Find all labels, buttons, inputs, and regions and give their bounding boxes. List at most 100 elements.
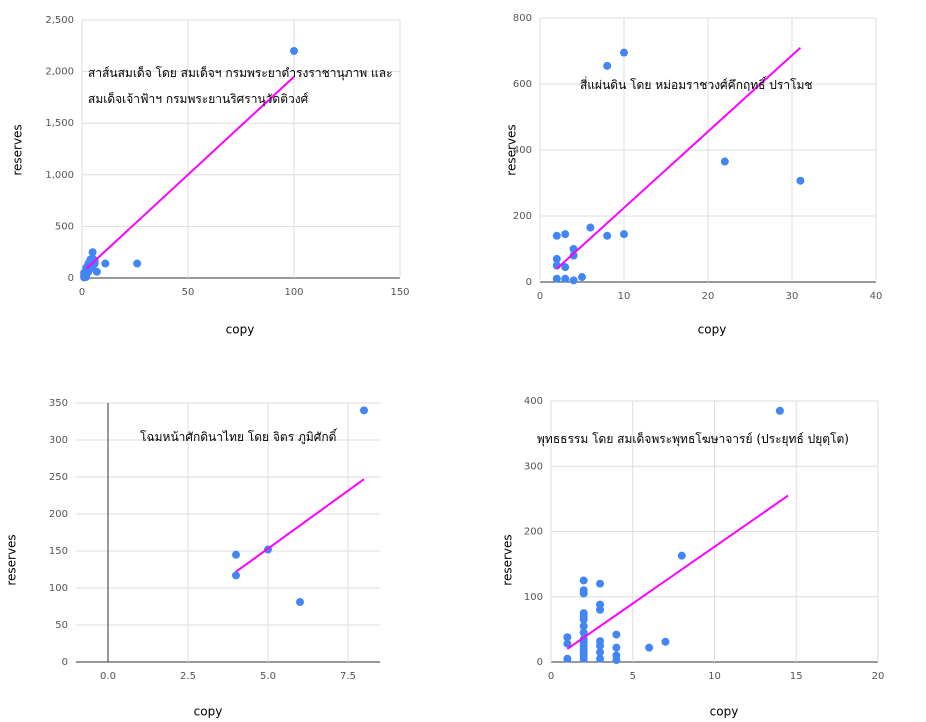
x-tick-label: 150 <box>390 287 409 298</box>
y-tick-label: 0 <box>526 277 532 288</box>
x-tick-label: 5.0 <box>260 671 276 682</box>
chart-title: สี่แผ่นดิน โดย หม่อมราชวงศ์คึกฤทธิ์ ปราโ… <box>580 78 813 92</box>
point <box>296 598 304 607</box>
point <box>603 61 612 70</box>
point <box>561 230 570 239</box>
y-tick-label: 100 <box>49 583 68 594</box>
y-tick-label: 1,000 <box>45 170 74 181</box>
point <box>579 576 588 585</box>
point <box>612 630 621 639</box>
point <box>586 223 595 232</box>
point <box>552 274 561 283</box>
y-tick-label: 250 <box>49 472 68 483</box>
x-axis-label: copy <box>226 323 255 337</box>
y-tick-label: 200 <box>513 211 532 222</box>
point <box>569 251 578 260</box>
x-tick-label: 100 <box>284 287 303 298</box>
x-tick-label: 10 <box>618 291 631 302</box>
y-axis-label: reserves <box>11 124 25 175</box>
trendline <box>235 478 365 573</box>
y-tick-label: 1,500 <box>45 118 74 129</box>
point <box>596 641 605 650</box>
y-axis-label: reserves <box>501 534 515 585</box>
y-tick-label: 200 <box>49 509 68 520</box>
point <box>290 46 298 55</box>
y-tick-label: 800 <box>513 13 532 24</box>
x-tick-label: 5 <box>630 671 636 682</box>
x-tick-label: 0 <box>79 287 85 298</box>
point <box>579 622 588 631</box>
point <box>552 254 561 263</box>
point <box>720 157 729 166</box>
x-tick-label: 10 <box>708 671 721 682</box>
point <box>596 605 605 614</box>
point <box>360 406 368 415</box>
point <box>579 654 588 663</box>
point <box>563 639 572 648</box>
y-tick-label: 0 <box>537 657 543 668</box>
point <box>578 273 586 282</box>
y-tick-label: 500 <box>55 221 74 232</box>
y-tick-label: 2,000 <box>45 67 74 78</box>
y-tick-label: 300 <box>524 461 543 472</box>
chart-title: โฉมหน้าศักดินาไทย โดย จิตร ภูมิศักดิ์ <box>140 430 337 444</box>
y-tick-label: 0 <box>62 657 68 668</box>
point <box>579 628 588 637</box>
chart-title: สาส์นสมเด็จ โดย สมเด็จฯ กรมพระยาดำรงราชา… <box>88 66 393 106</box>
point <box>796 176 805 185</box>
point <box>552 231 561 240</box>
y-tick-label: 100 <box>524 592 543 603</box>
point <box>677 551 686 560</box>
point <box>101 259 110 268</box>
x-tick-label: 15 <box>790 671 803 682</box>
chart-title: พุทธธรรม โดย สมเด็จพระพุทธโฆษาจารย์ (ประ… <box>537 432 849 446</box>
y-tick-label: 0 <box>68 273 74 284</box>
x-axis-label: copy <box>710 705 739 719</box>
point <box>563 654 572 663</box>
point <box>596 648 605 657</box>
x-tick-label: 2.5 <box>180 671 196 682</box>
point <box>620 48 628 57</box>
point <box>232 550 240 559</box>
x-tick-label: 0 <box>537 291 543 302</box>
y-tick-label: 350 <box>49 398 68 409</box>
point <box>133 259 142 268</box>
point <box>88 248 97 257</box>
point <box>563 633 572 642</box>
point <box>620 230 628 239</box>
y-tick-label: 300 <box>49 435 68 446</box>
point <box>596 654 605 663</box>
y-tick-label: 400 <box>513 145 532 156</box>
point <box>232 571 240 580</box>
y-tick-label: 50 <box>55 620 68 631</box>
point <box>645 643 654 652</box>
x-tick-label: 50 <box>182 287 195 298</box>
point <box>579 615 588 624</box>
x-tick-label: 20 <box>702 291 715 302</box>
x-tick-label: 7.5 <box>340 671 356 682</box>
point <box>612 643 621 652</box>
y-tick-label: 200 <box>524 527 543 538</box>
trendline <box>85 76 295 270</box>
y-axis-label: reserves <box>5 534 19 585</box>
point <box>579 589 588 598</box>
point <box>612 656 621 665</box>
point <box>82 270 91 279</box>
y-axis-label: reserves <box>505 124 519 175</box>
x-tick-label: 40 <box>870 291 883 302</box>
x-tick-label: 20 <box>872 671 885 682</box>
x-tick-label: 30 <box>786 291 799 302</box>
x-axis-label: copy <box>194 705 223 719</box>
y-tick-label: 600 <box>513 79 532 90</box>
x-tick-label: 0.0 <box>100 671 116 682</box>
point <box>561 263 570 272</box>
point <box>775 406 784 415</box>
y-tick-label: 150 <box>49 546 68 557</box>
trendline <box>556 46 802 270</box>
y-tick-label: 2,500 <box>45 15 74 26</box>
x-axis-label: copy <box>698 323 727 337</box>
y-tick-label: 400 <box>524 396 543 407</box>
trendline <box>566 494 789 650</box>
